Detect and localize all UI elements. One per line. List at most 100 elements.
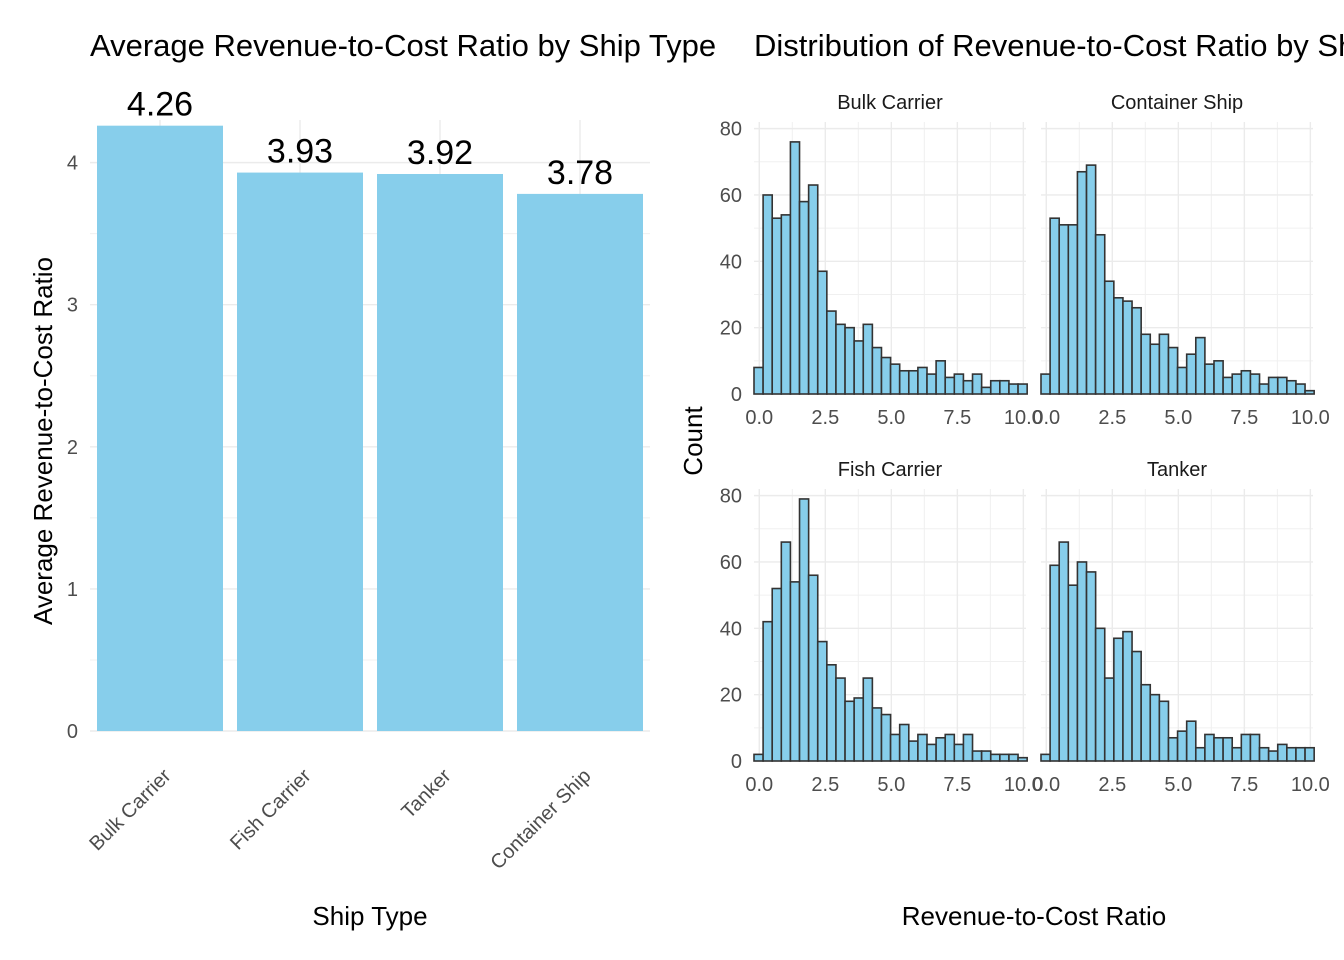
histogram-bar <box>1122 630 1133 762</box>
histogram-bar <box>862 323 874 395</box>
histogram-bar <box>1267 750 1279 762</box>
histogram-bar <box>1103 280 1115 395</box>
histogram-bar <box>1067 584 1079 762</box>
histogram-bar <box>762 620 774 762</box>
histogram-bar <box>1167 346 1179 395</box>
bar-y-tick-label: 0 <box>67 721 78 743</box>
histogram-bar <box>1194 336 1206 395</box>
histogram-bar <box>1113 637 1124 762</box>
histogram-bar <box>926 743 937 762</box>
hist-x-tick-label: 10.0 <box>1291 774 1330 796</box>
histogram-bar <box>1204 363 1215 395</box>
hist-x-tick-label: 0.0 <box>1032 774 1060 796</box>
histogram-bar <box>1176 730 1188 762</box>
bar-marks: 4.26 3.93 3.92 3.78 <box>97 86 643 732</box>
histogram-bar <box>1113 297 1124 395</box>
bar-y-tick-labels: 0 1 2 3 4 <box>67 153 78 743</box>
hist-x-tick-label: 0.0 <box>1032 407 1060 429</box>
hist-y-tick-label: 0 <box>731 751 742 773</box>
bar-category-label: Tanker <box>398 765 456 823</box>
hist-x-tick-label: 10.0 <box>1004 774 1043 796</box>
histogram-facet: Tanker 0.0 2.5 5.0 7.5 10.0 <box>1032 459 1329 796</box>
histogram-bar <box>844 700 855 762</box>
histogram-x-axis-label: Revenue-to-Cost Ratio <box>902 901 1166 931</box>
bar-y-axis-label: Average Revenue-to-Cost Ratio <box>28 257 58 625</box>
hist-y-tick-label: 60 <box>720 552 742 574</box>
histogram-bar <box>826 664 837 762</box>
bar <box>377 173 503 731</box>
histogram-bar <box>1085 164 1097 395</box>
histogram-bar <box>1067 224 1079 395</box>
hist-x-tick-label: 7.5 <box>1230 774 1258 796</box>
histogram-bar <box>780 541 792 762</box>
histogram-bar <box>999 753 1010 762</box>
histogram-bar <box>926 373 937 395</box>
histogram-bar <box>1058 224 1070 395</box>
histogram-bar <box>889 363 901 395</box>
hist-x-tick-label: 2.5 <box>1098 407 1126 429</box>
facet-strip-label: Bulk Carrier <box>837 92 943 114</box>
histogram-bar <box>1276 376 1288 395</box>
histogram-bar <box>1267 376 1279 395</box>
histogram-facet: Container Ship 0.0 2.5 5.0 7.5 10.0 <box>1032 92 1329 429</box>
histogram-bar <box>789 581 801 762</box>
bar-chart-title: Average Revenue-to-Cost Ratio by Ship Ty… <box>90 28 716 63</box>
histogram-bar <box>1204 733 1215 762</box>
histogram-bar <box>789 141 801 395</box>
histogram-bar <box>853 697 865 762</box>
histogram-bar <box>1049 564 1061 762</box>
histogram-bar <box>980 386 992 395</box>
histogram-bar <box>1085 571 1097 762</box>
bar <box>237 172 363 732</box>
histogram-bar <box>1222 736 1234 762</box>
histogram-bar <box>1017 756 1028 762</box>
histogram-bar <box>1249 733 1261 762</box>
hist-x-tick-label: 7.5 <box>1230 407 1258 429</box>
hist-x-tick-label: 10.0 <box>1291 407 1330 429</box>
histogram-bar <box>971 750 983 762</box>
bar-category-label: Container Ship <box>486 765 595 874</box>
histogram-bar <box>1249 373 1261 395</box>
histogram-bar <box>1140 683 1152 762</box>
histogram-bar <box>971 373 983 395</box>
histogram-bar <box>807 184 819 395</box>
histogram-bar <box>889 733 901 762</box>
bar <box>517 193 643 731</box>
hist-y-tick-label: 0 <box>731 384 742 406</box>
bar-x-axis-label: Ship Type <box>312 901 427 931</box>
histogram-bar <box>953 373 965 395</box>
histogram-bar <box>871 707 883 762</box>
bar <box>97 125 223 732</box>
histogram-bar <box>1231 373 1243 395</box>
hist-y-tick-label: 20 <box>720 318 742 340</box>
histogram-bar <box>753 366 764 395</box>
histogram-bar <box>1295 383 1306 395</box>
hist-x-tick-label: 0.0 <box>745 407 773 429</box>
histogram-bar <box>1194 746 1206 762</box>
histogram-bar <box>880 713 892 762</box>
histogram-bar <box>1258 746 1270 762</box>
bar-category-label: Fish Carrier <box>226 765 316 855</box>
histogram-bar <box>935 360 947 395</box>
histogram-bar <box>1103 677 1115 762</box>
histogram-bar <box>762 194 774 395</box>
bar-data-label: 4.26 <box>127 86 193 124</box>
histogram-bar <box>1017 383 1028 395</box>
histogram-bar <box>907 369 919 395</box>
histogram-bar <box>1040 373 1051 395</box>
histogram-bar <box>1122 300 1133 395</box>
hist-x-tick-label: 5.0 <box>1164 407 1192 429</box>
histogram-bar <box>880 356 892 395</box>
histogram-bar <box>1008 753 1019 762</box>
histogram-bar <box>798 498 810 762</box>
histogram-bar <box>1008 383 1019 395</box>
histogram-bar <box>1295 746 1306 762</box>
histogram-bar <box>1222 376 1234 395</box>
histogram-bar <box>989 753 1001 762</box>
histogram-bar <box>1076 561 1088 762</box>
histogram-bar <box>771 217 783 395</box>
bar-y-tick-label: 2 <box>67 437 78 459</box>
bar-x-tick-labels: Bulk Carrier Fish Carrier Tanker Container … <box>85 765 595 874</box>
